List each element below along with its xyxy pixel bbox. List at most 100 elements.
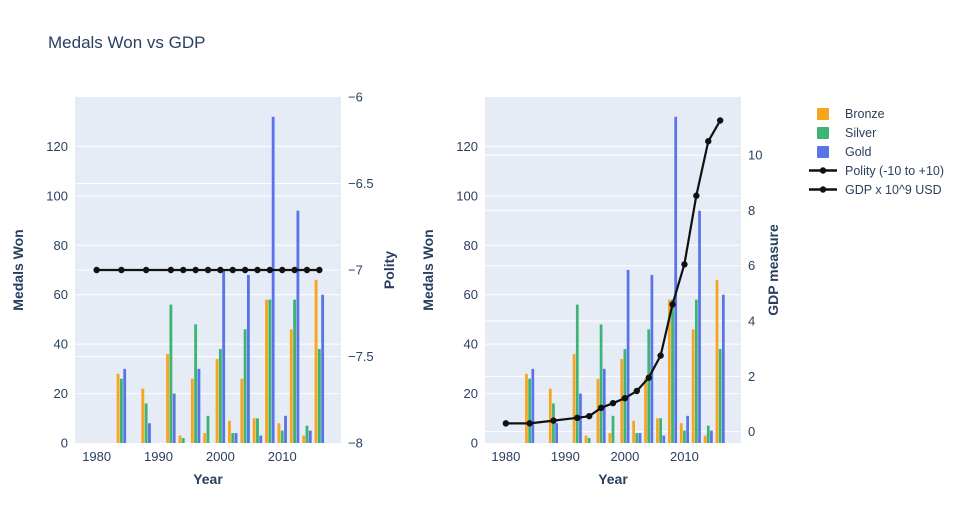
legend-item-polity[interactable]: Polity (-10 to +10) [808, 161, 944, 180]
bar-silver-2004 [647, 329, 651, 443]
svg-text:1980: 1980 [82, 449, 111, 464]
svg-text:1990: 1990 [551, 449, 580, 464]
bar-bronze-2016 [715, 279, 719, 443]
bar-gold-2016 [721, 294, 725, 443]
svg-text:10: 10 [748, 148, 762, 163]
bar-bronze-1984 [525, 373, 528, 443]
svg-text:−6: −6 [348, 90, 363, 105]
gdp-line-icon [808, 183, 838, 196]
bar-bronze-2000 [620, 358, 624, 443]
svg-text:Medals Won: Medals Won [10, 229, 26, 310]
bar-silver-2012 [293, 299, 297, 443]
svg-text:2000: 2000 [610, 449, 639, 464]
legend-item-gold[interactable]: Gold [808, 142, 944, 161]
bar-silver-2014 [305, 425, 309, 443]
svg-text:40: 40 [54, 337, 68, 352]
svg-text:100: 100 [46, 188, 68, 203]
legend-item-bronze[interactable]: Bronze [808, 104, 944, 123]
svg-text:Polity: Polity [381, 251, 397, 289]
legend-label: Silver [845, 125, 877, 140]
bar-silver-2012 [694, 299, 698, 443]
svg-text:80: 80 [464, 238, 478, 253]
legend-item-gdp[interactable]: GDP x 10^9 USD [808, 180, 944, 199]
bar-silver-2010 [280, 430, 284, 443]
svg-text:2010: 2010 [268, 449, 297, 464]
svg-text:2010: 2010 [670, 449, 699, 464]
bar-gold-2014 [710, 430, 713, 443]
bar-silver-2008 [671, 299, 674, 443]
svg-text:120: 120 [456, 139, 478, 154]
bar-gold-2008 [674, 116, 678, 444]
bar-bronze-1998 [608, 433, 612, 443]
svg-text:8: 8 [748, 203, 755, 218]
bar-silver-1992 [169, 304, 173, 443]
svg-text:−8: −8 [348, 436, 363, 451]
bar-gold-2012 [698, 210, 701, 443]
bar-silver-2000 [218, 349, 222, 443]
svg-text:6: 6 [748, 258, 755, 273]
bar-silver-2016 [718, 349, 722, 443]
bar-bronze-2014 [302, 435, 306, 443]
legend-item-silver[interactable]: Silver [808, 123, 944, 142]
bar-bronze-2004 [240, 378, 244, 443]
bar-bronze-2004 [644, 378, 647, 443]
svg-text:−7: −7 [348, 263, 363, 278]
bar-bronze-2002 [632, 420, 636, 443]
legend-label: GDP x 10^9 USD [845, 182, 942, 197]
svg-text:Medals Won: Medals Won [420, 229, 436, 310]
bar-silver-1998 [611, 415, 615, 443]
bar-bronze-2000 [215, 358, 219, 443]
bar-bronze-2002 [228, 420, 231, 443]
bar-gold-2012 [296, 210, 300, 443]
bar-gold-1984 [531, 368, 535, 443]
bar-bronze-1984 [116, 373, 120, 443]
bar-silver-1984 [528, 378, 532, 443]
bar-bronze-1994 [584, 435, 588, 443]
bar-bronze-2010 [679, 423, 683, 443]
bar-gold-2002 [638, 433, 642, 443]
bar-gold-2010 [284, 415, 287, 443]
svg-text:0: 0 [471, 436, 478, 451]
bar-bronze-2016 [314, 279, 318, 443]
bar-bronze-2010 [277, 423, 281, 443]
svg-text:20: 20 [464, 386, 478, 401]
bar-gold-2004 [246, 274, 250, 443]
bar-silver-1994 [181, 438, 185, 443]
bar-silver-1998 [206, 415, 210, 443]
bar-silver-2006 [256, 418, 259, 443]
bar-silver-2014 [706, 425, 710, 443]
bar-gold-2008 [271, 116, 275, 444]
svg-text:60: 60 [54, 287, 68, 302]
svg-text:120: 120 [46, 139, 68, 154]
bar-silver-2016 [317, 349, 321, 443]
svg-text:−6.5: −6.5 [348, 176, 374, 191]
bar-gold-2006 [662, 435, 666, 443]
bar-bronze-2008 [667, 299, 671, 443]
bar-gold-1988 [555, 423, 559, 443]
bronze-swatch-icon [808, 107, 838, 120]
bar-bronze-1998 [203, 433, 207, 443]
bar-silver-2008 [268, 299, 272, 443]
chart-title: Medals Won vs GDP [48, 33, 206, 52]
legend-label: Bronze [845, 106, 885, 121]
bar-bronze-1994 [178, 435, 182, 443]
bar-silver-1994 [587, 438, 591, 443]
left-chart-medals-vs-polity[interactable]: 0 20 40 60 80 100 120 −8 −7.5 −7 −6.5 −6 1980 1990 200… [0, 0, 474, 525]
bar-bronze-2012 [289, 329, 293, 443]
bar-silver-1992 [575, 304, 579, 443]
bar-bronze-2014 [703, 435, 707, 443]
right-chart-medals-vs-gdp[interactable]: 0 20 40 60 80 100 120 0 2 4 6 8 10 1980 1990 2000 2010 Me… [410, 0, 974, 525]
svg-text:Year: Year [598, 471, 628, 487]
bar-bronze-1988 [548, 388, 552, 443]
gold-swatch-icon [808, 145, 838, 158]
bar-silver-2010 [683, 430, 686, 443]
bar-bronze-2012 [691, 329, 695, 443]
bar-gold-2006 [259, 435, 263, 443]
svg-text:−7.5: −7.5 [348, 349, 374, 364]
svg-text:40: 40 [464, 337, 478, 352]
bar-bronze-1988 [141, 388, 145, 443]
svg-text:2: 2 [748, 369, 755, 384]
bar-gold-1996 [197, 368, 201, 443]
svg-text:GDP measure: GDP measure [765, 224, 781, 316]
bar-gold-2016 [321, 294, 325, 443]
